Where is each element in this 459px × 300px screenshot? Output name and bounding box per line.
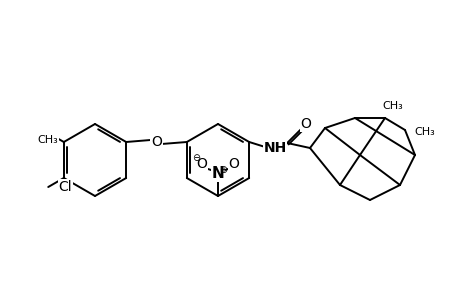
Text: O: O xyxy=(196,157,207,171)
Text: ⊖: ⊖ xyxy=(191,153,200,163)
Text: O: O xyxy=(300,117,311,131)
Text: CH₃: CH₃ xyxy=(414,127,434,137)
Text: ⊕: ⊕ xyxy=(218,165,227,175)
Text: CH₃: CH₃ xyxy=(37,135,58,145)
Text: N: N xyxy=(211,167,224,182)
Text: Cl: Cl xyxy=(58,180,72,194)
Text: NH: NH xyxy=(263,141,286,155)
Text: CH₃: CH₃ xyxy=(382,101,403,111)
Text: O: O xyxy=(228,157,239,171)
Text: O: O xyxy=(151,135,162,149)
